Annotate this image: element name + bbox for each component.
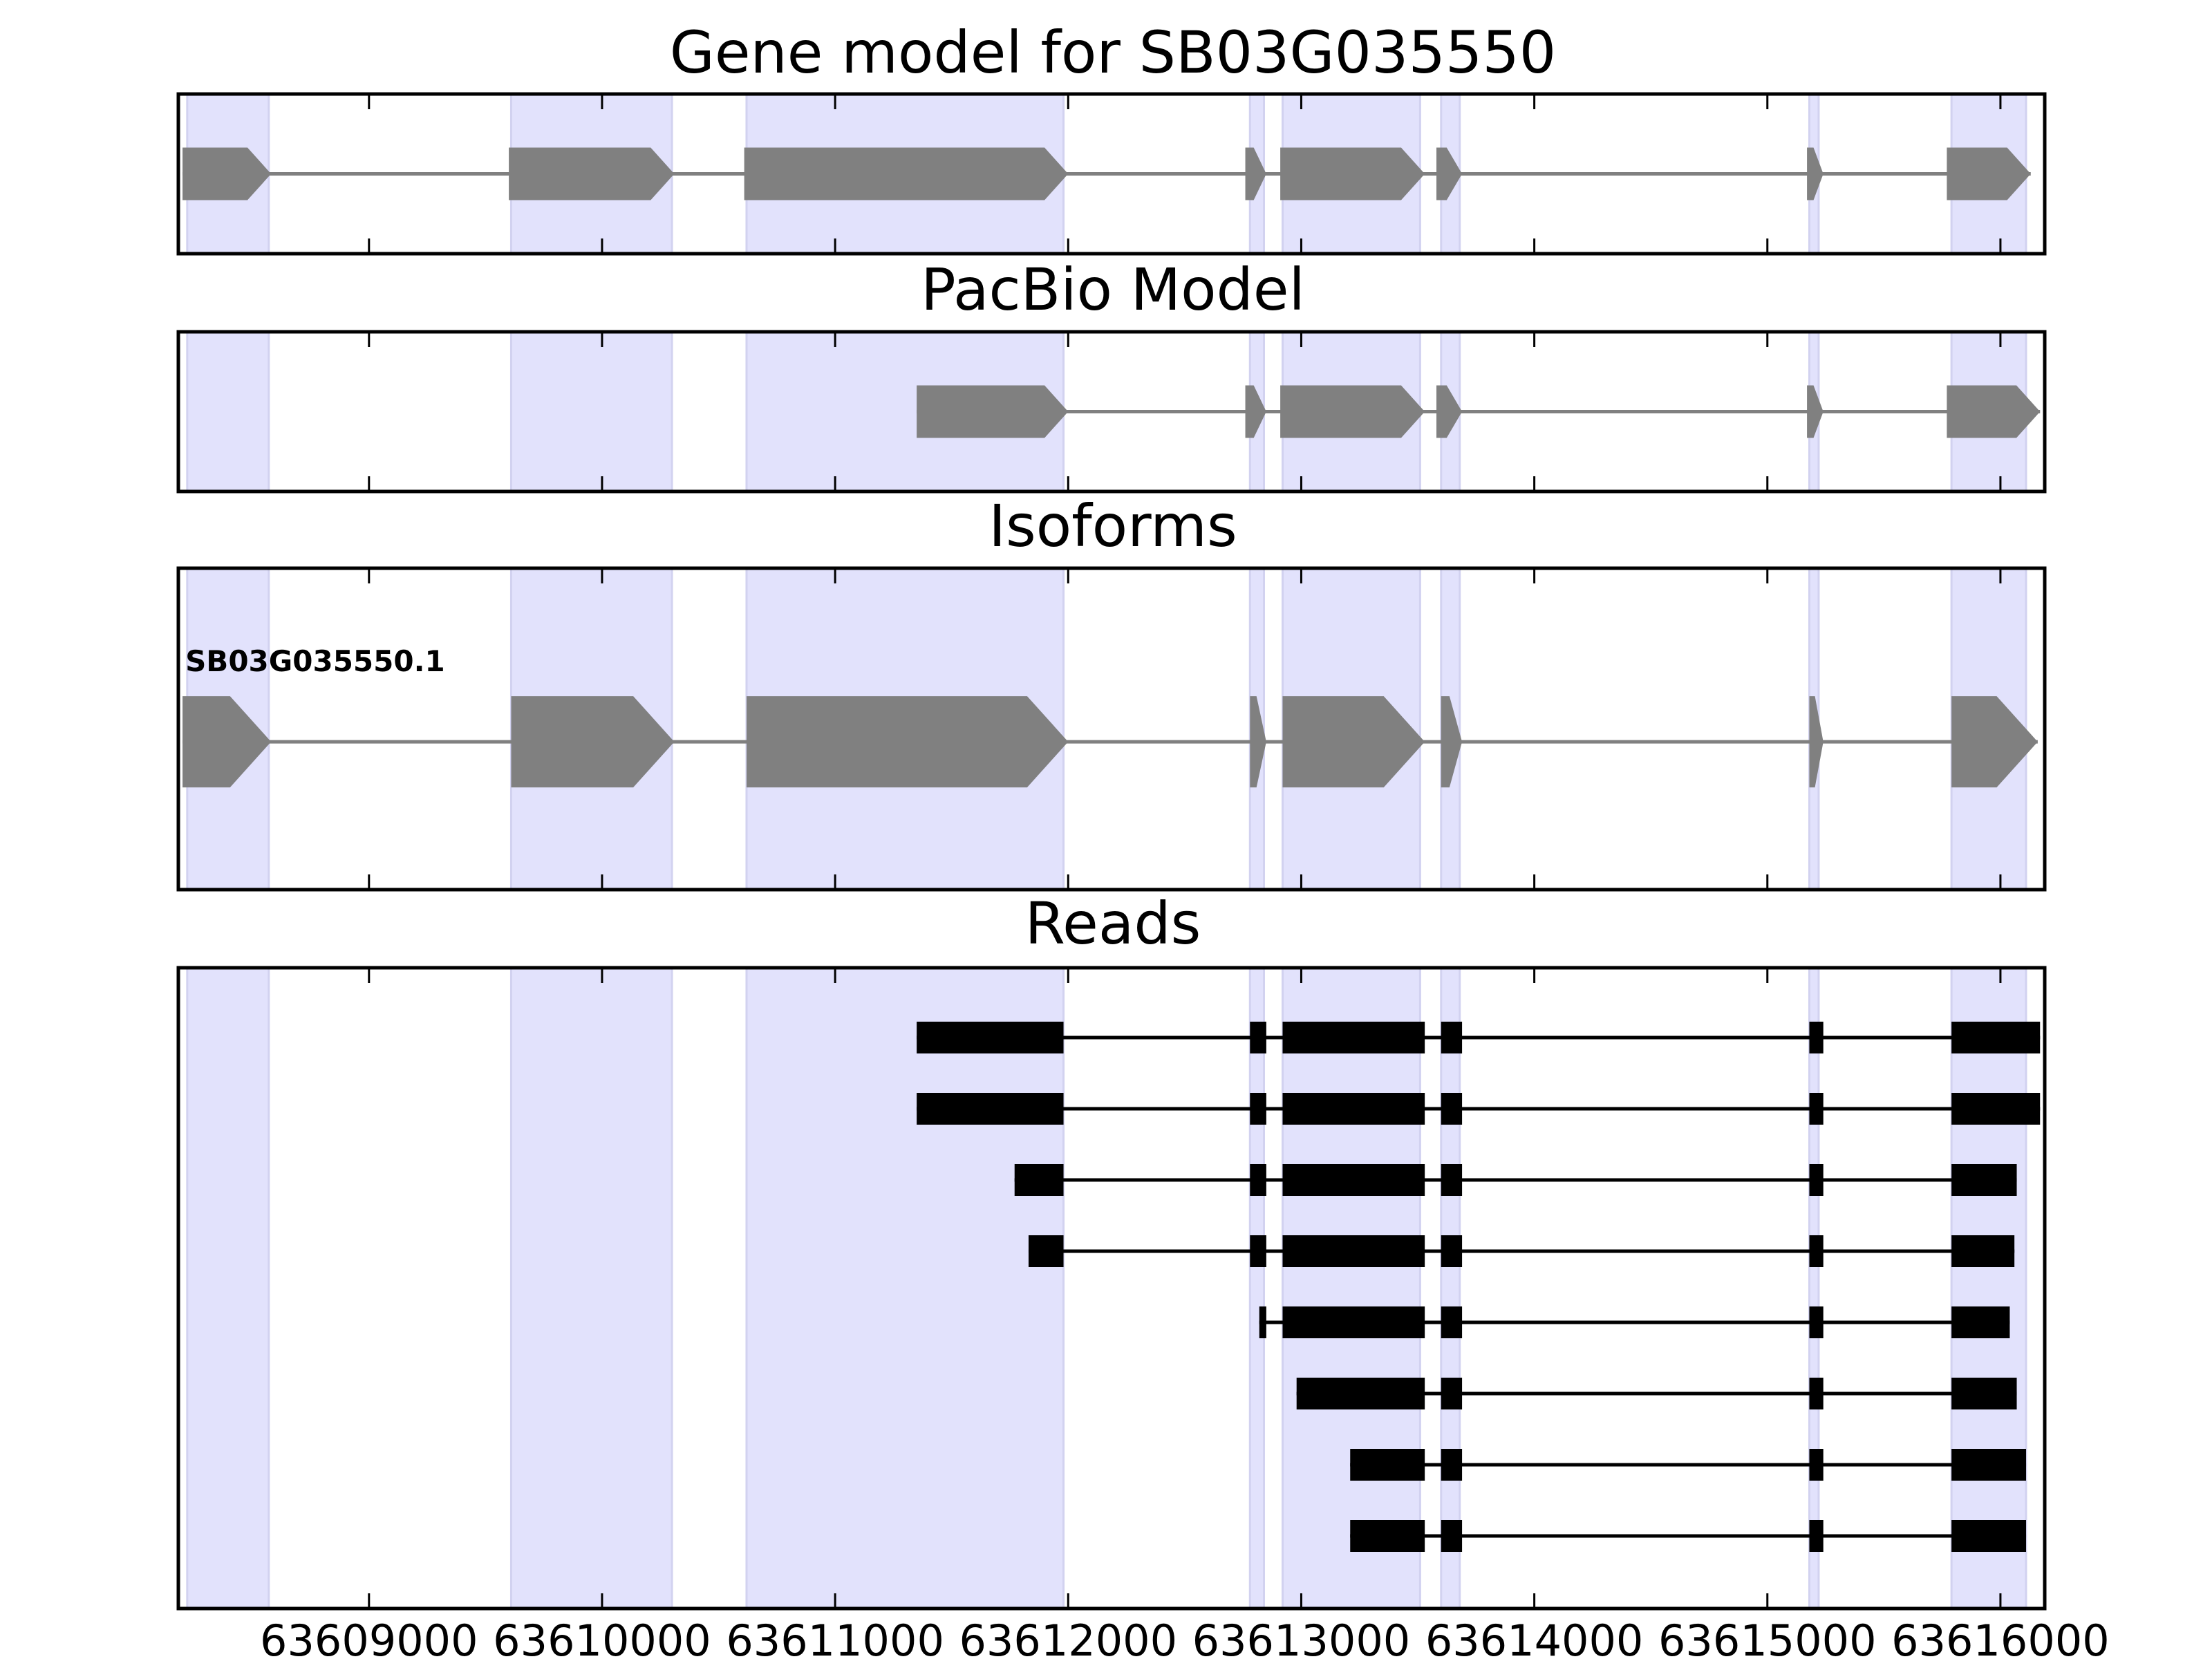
exon-shape (1436, 147, 1463, 200)
isoform-label: SB03G035550.1 (185, 644, 445, 678)
exon-region-shade (1248, 966, 1266, 1610)
read-block (1951, 1449, 2027, 1481)
exon-shape (1250, 696, 1266, 788)
exon-shape (917, 385, 1069, 438)
exon-shape (1951, 696, 2038, 788)
read-block (1951, 1022, 2041, 1053)
read-block (1441, 1378, 1463, 1409)
exon-shape (1807, 147, 1824, 200)
read-block (1014, 1164, 1064, 1196)
read-block (1441, 1235, 1463, 1267)
exon-shape (1441, 696, 1463, 788)
read-block (1350, 1449, 1425, 1481)
exon-shape (1245, 385, 1266, 438)
x-tick-label: 63614000 (1425, 1615, 1644, 1659)
read-block (1809, 1022, 1824, 1053)
panel-gene-model (176, 92, 2047, 256)
x-tick-label: 63611000 (726, 1615, 944, 1659)
exon-shape (1245, 147, 1266, 200)
panel-frame (176, 966, 2047, 1611)
read-block (1250, 1164, 1266, 1196)
exon-shape (1436, 385, 1463, 438)
x-tick-label: 63612000 (959, 1615, 1177, 1659)
exon-shape (1280, 147, 1425, 200)
read-block (1809, 1235, 1824, 1267)
exon-shape (182, 696, 272, 788)
read-block (1809, 1164, 1824, 1196)
read-block (1441, 1022, 1463, 1053)
exon-region-shade (1950, 966, 2027, 1610)
exon-shape (747, 696, 1069, 788)
exon-shape (511, 696, 675, 788)
panel-reads (176, 966, 2047, 1611)
exon-shape (509, 147, 675, 200)
x-tick-label: 63610000 (493, 1615, 711, 1659)
exon-shape (1807, 385, 1824, 438)
x-tick-label: 63616000 (1891, 1615, 2110, 1659)
read-block (1951, 1235, 2015, 1267)
exon-shape (1947, 147, 2031, 200)
exon-region-shade (1808, 966, 1820, 1610)
read-block (1951, 1093, 2041, 1125)
read-block (1809, 1378, 1824, 1409)
panel-title-isoforms: Isoforms (988, 492, 1237, 560)
panel-title-gene-model: Gene model for SB03G035550 (670, 19, 1556, 86)
read-block (1250, 1093, 1266, 1125)
read-block (1259, 1306, 1266, 1338)
exon-shape (744, 147, 1069, 200)
read-block (1296, 1378, 1425, 1409)
exon-region-shade (1440, 966, 1461, 1610)
x-tick-label: 63613000 (1192, 1615, 1411, 1659)
read-block (1809, 1093, 1824, 1125)
read-block (917, 1022, 1064, 1053)
x-tick-label: 63609000 (260, 1615, 478, 1659)
panel-frame (176, 330, 2047, 494)
read-block (1441, 1449, 1463, 1481)
exon-shape (1809, 696, 1824, 788)
read-block (1951, 1306, 2010, 1338)
x-axis-tick-labels: 63609000 63610000 63611000 63612000 63613000… (260, 1615, 2110, 1659)
read-block (1282, 1164, 1425, 1196)
read-block (1809, 1520, 1824, 1552)
read-block (1441, 1164, 1463, 1196)
exon-region-shade (186, 966, 270, 1610)
panel-title-pacbio-model: PacBio Model (921, 256, 1305, 324)
read-block (1250, 1235, 1266, 1267)
read-block (1809, 1306, 1824, 1338)
read-block (1441, 1093, 1463, 1125)
exon-region-shade (1281, 966, 1421, 1610)
exon-shape (1280, 385, 1425, 438)
read-block (1282, 1022, 1425, 1053)
exon-shape (182, 147, 272, 200)
exon-region-shade (186, 330, 270, 493)
read-block (1951, 1164, 2017, 1196)
panel-frame (176, 566, 2047, 892)
read-block (1809, 1449, 1824, 1481)
panel-isoforms: SB03G035550.1 (176, 566, 2047, 892)
exon-shape (1947, 385, 2041, 438)
exon-region-shade (745, 966, 1065, 1610)
panel-title-reads: Reads (1025, 890, 1201, 957)
read-block (1250, 1022, 1266, 1053)
read-block (1282, 1235, 1425, 1267)
panel-pacbio-model (176, 330, 2047, 494)
read-block (1951, 1520, 2027, 1552)
exon-region-shade (509, 966, 673, 1610)
panel-frame (176, 92, 2047, 256)
read-block (1350, 1520, 1425, 1552)
read-block (1441, 1520, 1463, 1552)
read-block (1282, 1306, 1425, 1338)
read-block (1441, 1306, 1463, 1338)
read-block (1028, 1235, 1064, 1267)
read-block (917, 1093, 1064, 1125)
exon-region-shade (509, 330, 673, 493)
exon-shape (1282, 696, 1425, 788)
read-block (1951, 1378, 2017, 1409)
read-block (1282, 1093, 1425, 1125)
x-tick-label: 63615000 (1658, 1615, 1877, 1659)
